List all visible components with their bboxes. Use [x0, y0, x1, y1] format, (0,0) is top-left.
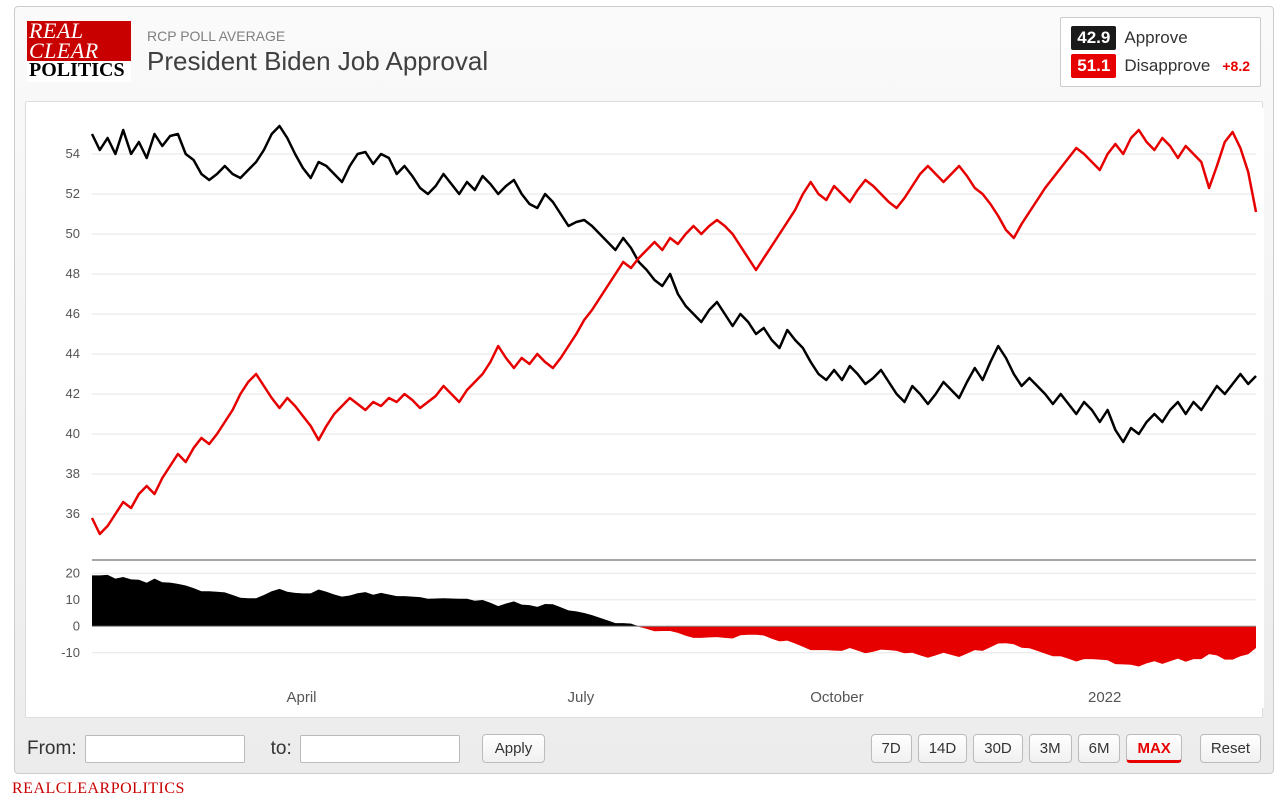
svg-text:40: 40 — [66, 426, 80, 441]
from-input[interactable] — [85, 735, 245, 763]
legend-approve-label: Approve — [1124, 28, 1187, 48]
apply-button[interactable]: Apply — [482, 734, 546, 763]
svg-text:0: 0 — [73, 618, 80, 633]
range-button-14d[interactable]: 14D — [918, 734, 968, 763]
svg-text:42: 42 — [66, 386, 80, 401]
chart-area: 36 38 40 42 44 46 48 50 52 54 -10 0 10 20 April July Oct… — [25, 101, 1263, 718]
svg-text:54: 54 — [66, 146, 80, 161]
range-button-6m[interactable]: 6M — [1078, 734, 1121, 763]
legend-disapprove-label: Disapprove — [1124, 56, 1210, 76]
svg-text:10: 10 — [66, 592, 80, 607]
svg-text:46: 46 — [66, 306, 80, 321]
from-label: From: — [27, 738, 77, 760]
footer-brand: REALCLEARPOLITICS — [0, 778, 1288, 804]
svg-text:October: October — [810, 689, 863, 706]
header: REAL CLEAR POLITICS RCP POLL AVERAGE Pre… — [15, 7, 1273, 95]
chart-svg[interactable]: 36 38 40 42 44 46 48 50 52 54 -10 0 10 20 April July Oct… — [34, 108, 1264, 708]
legend-spread: +8.2 — [1222, 58, 1250, 74]
svg-text:20: 20 — [66, 565, 80, 580]
legend-disapprove-value: 51.1 — [1071, 54, 1116, 78]
legend-approve[interactable]: 42.9 Approve — [1071, 24, 1250, 52]
svg-text:44: 44 — [66, 346, 80, 361]
controls: From: to: Apply 7D14D30D3M6MMAX Reset — [15, 726, 1273, 773]
subtitle: RCP POLL AVERAGE — [147, 28, 488, 44]
svg-text:April: April — [287, 689, 317, 706]
title-block: RCP POLL AVERAGE President Biden Job App… — [147, 28, 488, 77]
logo-line3: POLITICS — [27, 61, 131, 81]
legend-disapprove[interactable]: 51.1 Disapprove +8.2 — [1071, 52, 1250, 80]
chart-panel: REAL CLEAR POLITICS RCP POLL AVERAGE Pre… — [14, 6, 1274, 774]
range-button-7d[interactable]: 7D — [871, 734, 912, 763]
logo: REAL CLEAR POLITICS — [27, 21, 131, 83]
svg-text:50: 50 — [66, 226, 80, 241]
svg-text:52: 52 — [66, 186, 80, 201]
svg-text:2022: 2022 — [1088, 689, 1121, 706]
to-input[interactable] — [300, 735, 460, 763]
svg-text:48: 48 — [66, 266, 80, 281]
logo-line2: CLEAR — [27, 41, 131, 61]
legend: 42.9 Approve 51.1 Disapprove +8.2 — [1060, 17, 1261, 87]
reset-button[interactable]: Reset — [1200, 734, 1261, 763]
svg-text:36: 36 — [66, 506, 80, 521]
svg-text:38: 38 — [66, 466, 80, 481]
range-button-3m[interactable]: 3M — [1029, 734, 1072, 763]
range-button-30d[interactable]: 30D — [973, 734, 1023, 763]
svg-text:-10: -10 — [61, 645, 80, 660]
range-button-max[interactable]: MAX — [1126, 734, 1181, 763]
legend-approve-value: 42.9 — [1071, 26, 1116, 50]
to-label: to: — [271, 738, 292, 760]
svg-text:July: July — [568, 689, 595, 706]
range-buttons: 7D14D30D3M6MMAX — [871, 734, 1182, 763]
page-title: President Biden Job Approval — [147, 46, 488, 77]
